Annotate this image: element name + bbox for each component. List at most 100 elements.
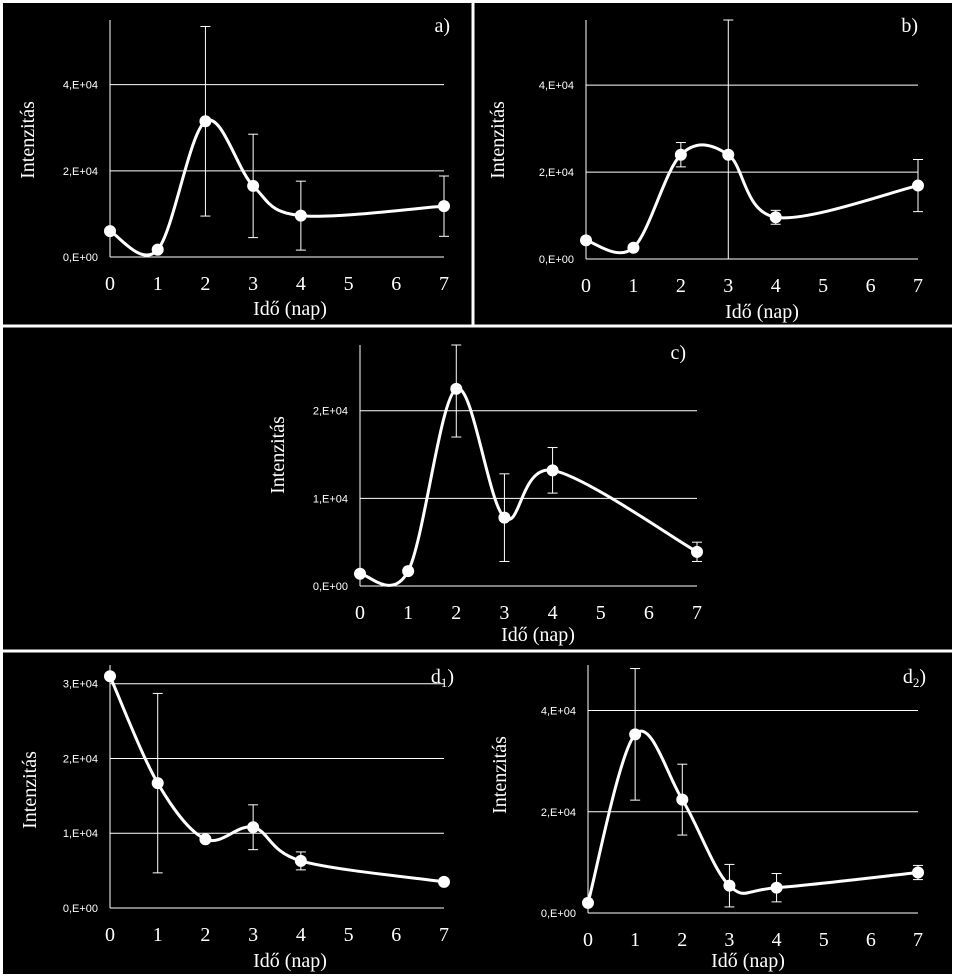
data-point-b bbox=[722, 148, 735, 161]
data-point-c bbox=[691, 545, 703, 558]
x-tick-label-a: 2 bbox=[200, 273, 210, 295]
panel-title-a: a) bbox=[434, 15, 450, 37]
data-point-d1 bbox=[438, 875, 450, 888]
data-point-d1 bbox=[104, 670, 116, 683]
x-tick-label-a: 4 bbox=[296, 273, 306, 295]
y-axis-label-d2: Intenzitás bbox=[489, 736, 511, 814]
x-tick-label-a: 6 bbox=[391, 273, 401, 295]
data-point-d2 bbox=[723, 879, 736, 892]
x-tick-label-d1: 1 bbox=[153, 924, 163, 946]
chart-panels: 0,E+00 2,E+04 4,E+04 0 1 2 3 4 5 6 7 Idő (nap) Inten… bbox=[17, 15, 926, 972]
data-point-b bbox=[580, 234, 592, 247]
x-tick-label-c: 6 bbox=[644, 602, 654, 624]
x-tick-label-d1: 5 bbox=[344, 924, 354, 946]
panel-title-c: c) bbox=[670, 342, 686, 364]
x-tick-label-d2: 4 bbox=[772, 929, 782, 951]
x-tick-label-c: 3 bbox=[499, 602, 509, 624]
data-point-d1 bbox=[199, 833, 212, 846]
data-point-b bbox=[627, 241, 640, 254]
x-tick-label-b: 7 bbox=[913, 275, 923, 297]
data-point-d2 bbox=[770, 881, 783, 894]
data-point-a bbox=[247, 179, 260, 192]
y-tick-label-d1: 1,E+04 bbox=[63, 828, 98, 840]
x-tick-label-c: 2 bbox=[451, 602, 461, 624]
y-tick-label-d1: 2,E+04 bbox=[63, 753, 98, 765]
x-tick-label-a: 3 bbox=[248, 273, 258, 295]
panel-title-d2: d2) bbox=[903, 666, 926, 690]
x-tick-label-c: 7 bbox=[692, 602, 702, 624]
x-axis-label-b: Idő (nap) bbox=[725, 301, 799, 323]
data-point-b bbox=[674, 148, 687, 161]
chart-panel-b: 0,E+00 2,E+04 4,E+04 0 1 2 3 4 5 6 7 Idő (nap) Inten… bbox=[487, 15, 924, 323]
x-tick-label-c: 4 bbox=[548, 602, 558, 624]
x-axis-label-a: Idő (nap) bbox=[253, 298, 327, 320]
series-line-d1 bbox=[108, 675, 445, 884]
y-axis-label-c: Intenzitás bbox=[267, 416, 289, 494]
chart-panel-d2: 0,E+00 2,E+04 4,E+04 0 1 2 3 4 5 6 7 Idő (nap) Inten… bbox=[489, 665, 926, 972]
x-tick-label-d1: 3 bbox=[248, 924, 258, 946]
x-tick-label-d2: 6 bbox=[866, 929, 876, 951]
y-tick-label-d1: 0,E+00 bbox=[63, 903, 98, 915]
data-point-a bbox=[151, 243, 164, 256]
x-tick-label-a: 0 bbox=[105, 273, 115, 295]
data-point-c bbox=[354, 567, 366, 580]
x-tick-label-d1: 7 bbox=[439, 924, 449, 946]
y-tick-label-a: 2,E+04 bbox=[63, 166, 98, 178]
y-tick-label-d2: 2,E+04 bbox=[541, 807, 576, 819]
data-point-d2 bbox=[629, 728, 642, 741]
y-tick-label-d1: 3,E+04 bbox=[63, 679, 98, 691]
y-tick-label-c: 0,E+00 bbox=[313, 581, 348, 593]
data-point-c bbox=[402, 565, 415, 578]
x-tick-label-b: 6 bbox=[866, 275, 876, 297]
x-tick-label-c: 1 bbox=[403, 602, 413, 624]
y-tick-label-b: 0,E+00 bbox=[539, 254, 574, 266]
x-axis-label-d2: Idő (nap) bbox=[711, 950, 785, 972]
x-tick-label-a: 7 bbox=[439, 273, 449, 295]
x-tick-label-c: 0 bbox=[355, 602, 365, 624]
x-tick-label-d2: 1 bbox=[630, 929, 640, 951]
x-axis-label-c: Idő (nap) bbox=[501, 624, 575, 646]
x-tick-label-b: 4 bbox=[771, 275, 781, 297]
y-tick-label-d2: 0,E+00 bbox=[541, 908, 576, 920]
x-tick-label-d1: 4 bbox=[296, 924, 306, 946]
x-tick-label-d2: 2 bbox=[677, 929, 687, 951]
data-point-d1 bbox=[151, 777, 164, 790]
x-tick-label-d2: 0 bbox=[583, 929, 593, 951]
y-axis-label-b: Intenzitás bbox=[487, 101, 509, 179]
data-point-b bbox=[912, 179, 924, 192]
y-axis-label-d1: Intenzitás bbox=[19, 751, 41, 829]
y-tick-label-c: 1,E+04 bbox=[313, 493, 348, 505]
data-point-a bbox=[438, 200, 450, 213]
x-tick-label-b: 5 bbox=[818, 275, 828, 297]
data-point-a bbox=[199, 115, 212, 128]
x-tick-label-a: 5 bbox=[344, 273, 354, 295]
x-tick-label-d2: 3 bbox=[724, 929, 734, 951]
series-line-d2 bbox=[586, 729, 919, 904]
data-point-d2 bbox=[676, 793, 689, 806]
x-tick-label-d2: 5 bbox=[819, 929, 829, 951]
x-tick-label-b: 3 bbox=[723, 275, 733, 297]
y-tick-label-d2: 4,E+04 bbox=[541, 706, 576, 718]
x-tick-label-c: 5 bbox=[596, 602, 606, 624]
data-point-b bbox=[769, 211, 782, 224]
x-tick-label-b: 1 bbox=[628, 275, 638, 297]
data-point-c bbox=[450, 382, 463, 395]
data-point-c bbox=[546, 464, 559, 477]
x-axis-label-d1: Idő (nap) bbox=[253, 950, 327, 972]
data-point-d2 bbox=[582, 896, 594, 909]
chart-panel-c: 0,E+00 1,E+04 2,E+04 0 1 2 3 4 5 6 7 Idő (nap) Inten… bbox=[267, 342, 703, 646]
error-bar-b bbox=[723, 19, 734, 260]
x-tick-label-d1: 0 bbox=[105, 924, 115, 946]
data-point-d1 bbox=[247, 821, 260, 834]
x-tick-label-b: 2 bbox=[676, 275, 686, 297]
panel-title-b: b) bbox=[901, 15, 918, 37]
data-point-c bbox=[498, 511, 511, 524]
y-tick-label-b: 4,E+04 bbox=[539, 80, 574, 92]
data-point-a bbox=[294, 209, 307, 222]
chart-panel-d1: 0,E+00 1,E+04 2,E+04 3,E+04 0 1 2 3 4 5 6 7 Idő (nap… bbox=[19, 665, 454, 972]
data-point-d1 bbox=[294, 854, 307, 867]
y-tick-label-a: 4,E+04 bbox=[63, 80, 98, 92]
